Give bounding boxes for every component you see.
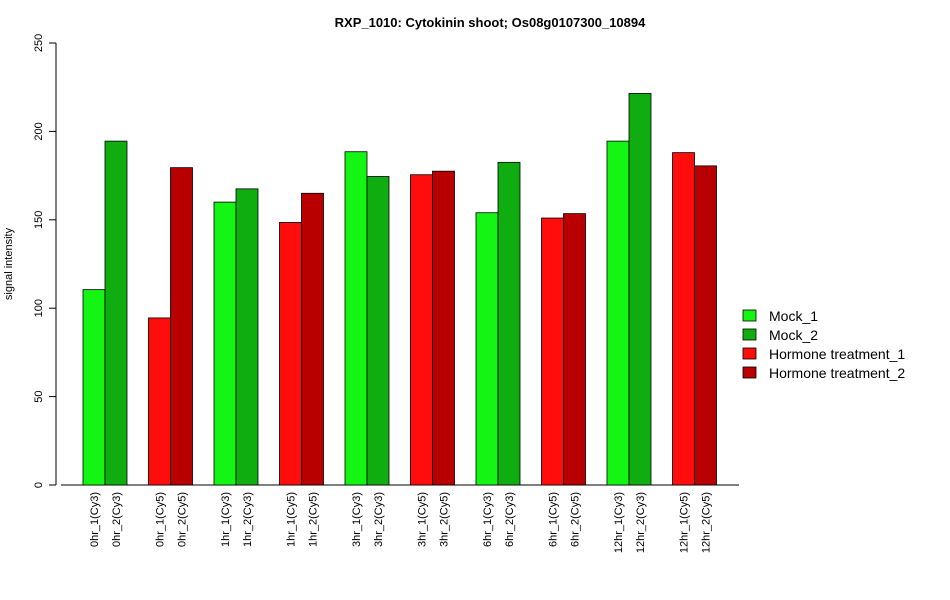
x-tick-label: 12hr_2(Cy3): [635, 492, 647, 553]
x-tick-label: 0hr_1(Cy3): [89, 492, 101, 547]
x-tick-label: 1hr_1(Cy3): [220, 492, 232, 547]
x-tick-label: 0hr_1(Cy5): [155, 492, 167, 547]
bar: [410, 174, 433, 486]
legend-swatch: [742, 366, 757, 379]
y-tick-label: 50: [33, 390, 45, 402]
x-tick-label: 6hr_2(Cy5): [570, 492, 582, 547]
y-tick-label: 150: [33, 211, 45, 229]
x-tick-label: 1hr_2(Cy3): [242, 492, 254, 547]
bar: [235, 188, 259, 486]
y-axis-label: signal intensity: [3, 227, 15, 300]
y-tick-label: 250: [33, 34, 45, 52]
bar: [344, 151, 368, 486]
y-tick-label: 0: [33, 482, 45, 488]
bar: [541, 217, 564, 486]
y-tick-label: 200: [33, 122, 45, 140]
x-tick-label: 3hr_1(Cy5): [417, 492, 429, 547]
x-tick-label: 0hr_2(Cy3): [111, 492, 123, 547]
bar: [301, 192, 324, 486]
x-tick-label: 1hr_2(Cy5): [308, 492, 320, 547]
x-tick-label: 3hr_2(Cy3): [373, 492, 385, 547]
x-tick-label: 12hr_2(Cy5): [701, 492, 713, 553]
bar: [694, 165, 717, 486]
bar: [606, 140, 630, 486]
y-axis: 0 50 100 150 200 250: [33, 34, 57, 488]
x-tick-label: 6hr_1(Cy5): [548, 492, 560, 547]
bar: [672, 152, 695, 486]
bar: [563, 213, 586, 486]
legend: Mock_1 Mock_2 Hormone treatment_1 Hormone t…: [742, 308, 905, 381]
legend-label: Hormone treatment_2: [769, 365, 905, 381]
bar: [366, 176, 390, 486]
legend-label: Hormone treatment_1: [769, 346, 905, 362]
bar: [279, 222, 302, 486]
bars: [82, 92, 717, 486]
legend-label: Mock_1: [769, 308, 818, 324]
bar: [628, 92, 652, 486]
bar: [170, 167, 193, 486]
bar: [475, 212, 499, 486]
bar: [148, 317, 171, 486]
bar: [104, 140, 128, 486]
bar: [82, 289, 106, 486]
legend-swatch: [742, 347, 757, 360]
chart-title: RXP_1010: Cytokinin shoot; Os08g0107300_…: [335, 15, 646, 30]
x-tick-label: 1hr_1(Cy5): [286, 492, 298, 547]
y-tick-label: 100: [33, 299, 45, 317]
bar: [213, 201, 237, 486]
x-tick-label: 6hr_2(Cy3): [504, 492, 516, 547]
bar: [497, 161, 521, 486]
bar: [432, 170, 455, 486]
x-tick-labels: 0hr_1(Cy3) 0hr_2(Cy3) 0hr_1(Cy5) 0hr_2(Cy5)…: [89, 492, 713, 553]
x-tick-label: 6hr_1(Cy3): [482, 492, 494, 547]
x-tick-label: 12hr_1(Cy5): [679, 492, 691, 553]
legend-swatch: [742, 328, 757, 341]
x-tick-label: 3hr_2(Cy5): [439, 492, 451, 547]
x-tick-label: 12hr_1(Cy3): [613, 492, 625, 553]
legend-label: Mock_2: [769, 327, 818, 343]
legend-swatch: [742, 309, 757, 322]
x-tick-label: 0hr_2(Cy5): [177, 492, 189, 547]
x-tick-label: 3hr_1(Cy3): [351, 492, 363, 547]
